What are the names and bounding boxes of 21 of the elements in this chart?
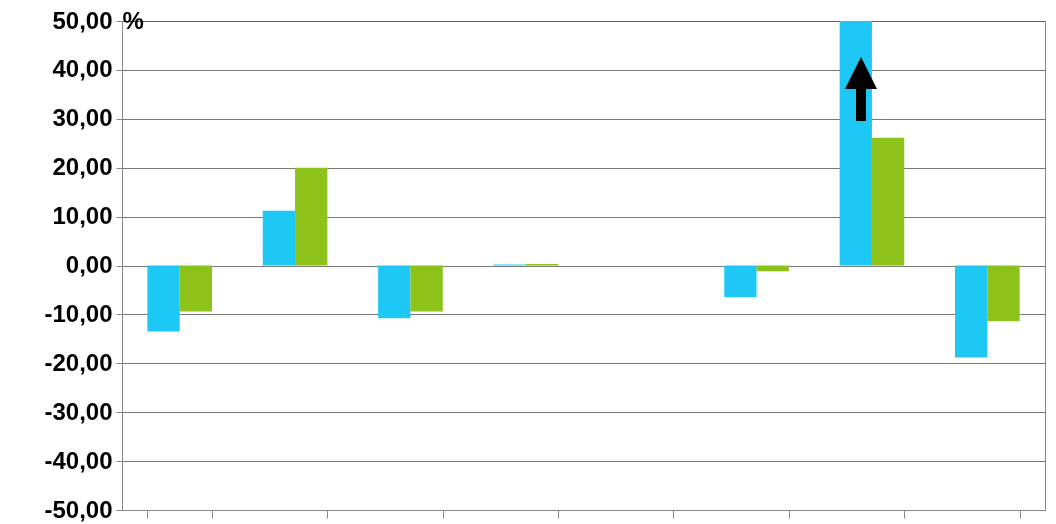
y-tick-label: -30,00 bbox=[44, 397, 113, 425]
bar bbox=[262, 210, 296, 266]
y-tick-label: 20,00 bbox=[52, 153, 113, 181]
y-tick-label: -40,00 bbox=[44, 446, 113, 474]
bar bbox=[410, 265, 443, 312]
bar bbox=[724, 265, 757, 298]
bar bbox=[955, 265, 988, 358]
y-tick-label: -50,00 bbox=[44, 495, 113, 523]
bar bbox=[295, 167, 328, 266]
y-tick-label: -10,00 bbox=[44, 299, 113, 327]
bar bbox=[871, 137, 905, 266]
y-tick-label: 0,00 bbox=[65, 251, 113, 278]
y-tick-label: 10,00 bbox=[52, 202, 113, 230]
bar bbox=[179, 265, 212, 312]
y-tick-label: 50,00 bbox=[52, 6, 113, 34]
y-tick-label: 30,00 bbox=[52, 104, 113, 132]
y-tick-label: -20,00 bbox=[44, 348, 113, 376]
y-tick-label: 40,00 bbox=[52, 55, 113, 83]
bar bbox=[987, 265, 1020, 322]
bar bbox=[147, 265, 180, 332]
bar bbox=[378, 265, 411, 319]
